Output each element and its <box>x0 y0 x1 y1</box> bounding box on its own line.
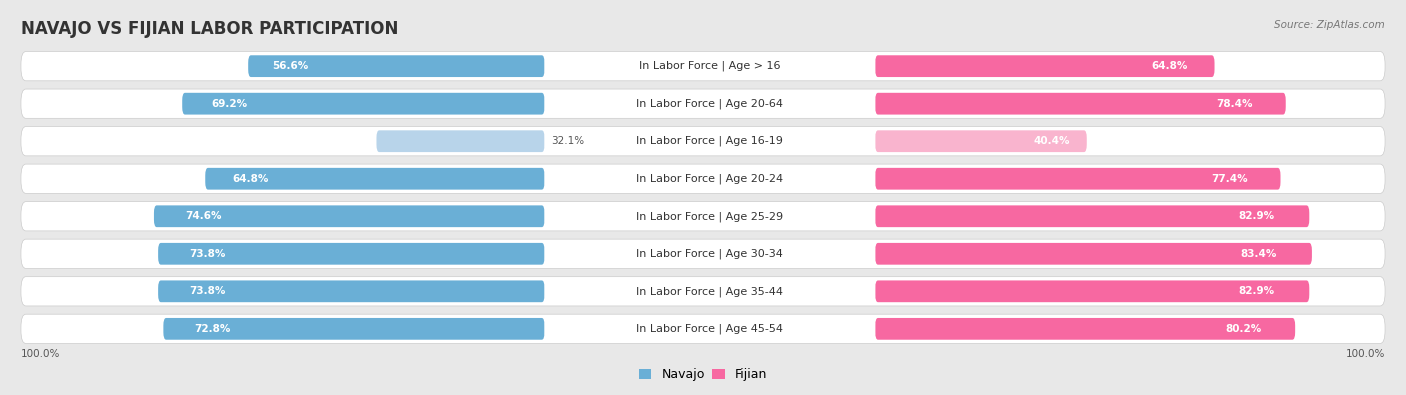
Text: 32.1%: 32.1% <box>551 136 585 146</box>
FancyBboxPatch shape <box>544 53 876 79</box>
FancyBboxPatch shape <box>21 314 1385 344</box>
FancyBboxPatch shape <box>544 91 876 117</box>
Text: 100.0%: 100.0% <box>1346 350 1385 359</box>
FancyBboxPatch shape <box>544 166 876 192</box>
FancyBboxPatch shape <box>876 318 1295 340</box>
Text: 64.8%: 64.8% <box>1152 61 1188 71</box>
Text: In Labor Force | Age 20-24: In Labor Force | Age 20-24 <box>637 173 783 184</box>
Text: 40.4%: 40.4% <box>1033 136 1070 146</box>
Text: 74.6%: 74.6% <box>186 211 222 221</box>
FancyBboxPatch shape <box>157 280 544 302</box>
Text: 82.9%: 82.9% <box>1239 286 1275 296</box>
FancyBboxPatch shape <box>249 55 544 77</box>
FancyBboxPatch shape <box>544 241 876 267</box>
Text: NAVAJO VS FIJIAN LABOR PARTICIPATION: NAVAJO VS FIJIAN LABOR PARTICIPATION <box>21 20 398 38</box>
FancyBboxPatch shape <box>21 89 1385 118</box>
Text: 100.0%: 100.0% <box>21 350 60 359</box>
FancyBboxPatch shape <box>163 318 544 340</box>
FancyBboxPatch shape <box>21 201 1385 231</box>
Legend: Navajo, Fijian: Navajo, Fijian <box>634 363 772 386</box>
Text: 77.4%: 77.4% <box>1212 174 1249 184</box>
FancyBboxPatch shape <box>876 130 1087 152</box>
FancyBboxPatch shape <box>876 280 1309 302</box>
FancyBboxPatch shape <box>544 278 876 304</box>
FancyBboxPatch shape <box>876 243 1312 265</box>
FancyBboxPatch shape <box>21 164 1385 194</box>
Text: 82.9%: 82.9% <box>1239 211 1275 221</box>
Text: 72.8%: 72.8% <box>194 324 231 334</box>
Text: In Labor Force | Age > 16: In Labor Force | Age > 16 <box>640 61 780 71</box>
Text: In Labor Force | Age 30-34: In Labor Force | Age 30-34 <box>637 248 783 259</box>
FancyBboxPatch shape <box>544 128 876 154</box>
FancyBboxPatch shape <box>157 243 544 265</box>
FancyBboxPatch shape <box>876 168 1281 190</box>
Text: 83.4%: 83.4% <box>1240 249 1277 259</box>
FancyBboxPatch shape <box>876 205 1309 227</box>
Text: In Labor Force | Age 16-19: In Labor Force | Age 16-19 <box>637 136 783 147</box>
FancyBboxPatch shape <box>544 316 876 342</box>
FancyBboxPatch shape <box>544 203 876 229</box>
FancyBboxPatch shape <box>183 93 544 115</box>
Text: In Labor Force | Age 45-54: In Labor Force | Age 45-54 <box>637 324 783 334</box>
Text: In Labor Force | Age 20-64: In Labor Force | Age 20-64 <box>637 98 783 109</box>
FancyBboxPatch shape <box>21 276 1385 306</box>
Text: 56.6%: 56.6% <box>271 61 308 71</box>
Text: 78.4%: 78.4% <box>1216 99 1253 109</box>
FancyBboxPatch shape <box>876 55 1215 77</box>
FancyBboxPatch shape <box>205 168 544 190</box>
Text: In Labor Force | Age 35-44: In Labor Force | Age 35-44 <box>637 286 783 297</box>
Text: 73.8%: 73.8% <box>188 286 225 296</box>
FancyBboxPatch shape <box>21 126 1385 156</box>
Text: 69.2%: 69.2% <box>211 99 247 109</box>
Text: 73.8%: 73.8% <box>188 249 225 259</box>
FancyBboxPatch shape <box>377 130 544 152</box>
FancyBboxPatch shape <box>153 205 544 227</box>
FancyBboxPatch shape <box>21 239 1385 269</box>
Text: In Labor Force | Age 25-29: In Labor Force | Age 25-29 <box>637 211 783 222</box>
Text: Source: ZipAtlas.com: Source: ZipAtlas.com <box>1274 20 1385 30</box>
Text: 80.2%: 80.2% <box>1225 324 1261 334</box>
FancyBboxPatch shape <box>21 51 1385 81</box>
FancyBboxPatch shape <box>876 93 1285 115</box>
Text: 64.8%: 64.8% <box>232 174 269 184</box>
